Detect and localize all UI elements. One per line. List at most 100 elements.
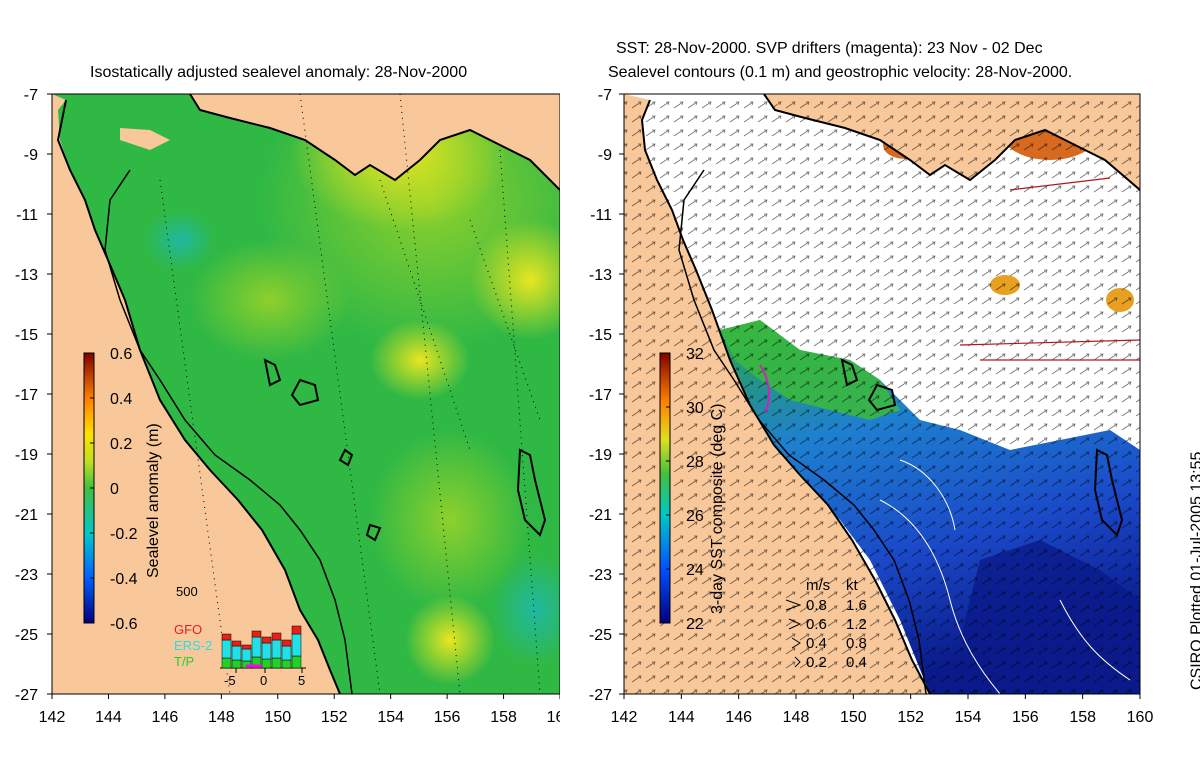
histogram-bar [271, 632, 282, 641]
histogram-legend-tp: T/P [174, 654, 194, 669]
histogram-bar [291, 625, 302, 635]
latitude-axis-right: -7 -9 -11 -13 -15 -17 -19 -21 -23 -25 -27 [589, 87, 624, 704]
lon-tick-label: 156 [434, 709, 461, 726]
lon-tick-label: 158 [1069, 709, 1096, 726]
histogram-bar [281, 639, 292, 647]
lat-tick-label: -21 [589, 507, 612, 524]
altimeter-track [299, 94, 381, 694]
lon-tick-label: 156 [1012, 709, 1039, 726]
right-map: -7-9-11-13-15-17-19-21-23-25-27 142 144 14… [589, 87, 1154, 726]
lat-tick-label: -11 [590, 207, 612, 224]
histogram-bar [261, 642, 272, 660]
colorbar-tick-label: 0 [110, 481, 119, 498]
shelf-isobath [104, 169, 353, 694]
altimeter-track [499, 149, 541, 694]
lat-tick-label: -23 [15, 567, 38, 584]
velocity-legend-kt: 1.6 [846, 597, 867, 614]
sealevel-contour [899, 459, 956, 531]
lat-tick-label: -17 [15, 387, 38, 404]
sst-colorbar-ticks: 32 30 28 26 24 22 [666, 346, 704, 633]
sst-colorbar [659, 352, 671, 624]
lon-tick-label: 148 [783, 709, 810, 726]
lat-tick-label: -19 [15, 447, 38, 464]
lat-tick-label: -15 [15, 327, 38, 344]
anomaly-cyan-patch [490, 555, 560, 665]
colorbar-tick-label: 26 [686, 508, 704, 525]
land-papua-tail [120, 128, 170, 150]
lat-tick-label: -15 [589, 327, 612, 344]
lat-tick-label: -21 [15, 507, 38, 524]
histogram-bar [231, 640, 242, 647]
lat-tick-label: -19 [589, 447, 612, 464]
histogram-bar [231, 659, 242, 669]
velocity-legend-arrow [794, 656, 801, 668]
velocity-legend-header-ms: m/s [806, 577, 830, 594]
lon-tick-label: 146 [725, 709, 752, 726]
histogram-bar [221, 633, 232, 641]
velocity-legend: m/s kt 0.8 1.6 0.6 1.2 0.4 0.8 0.2 0.4 [785, 577, 867, 671]
velocity-legend-arrow [788, 618, 802, 630]
lat-tick-label: -7 [598, 87, 612, 104]
altimeter-histogram-inset: 500 GFO ERS-2 T/P -5 0 5 [174, 584, 306, 688]
plot-credit: CSIRO Plotted 01-Jul-2005 13:55 [1188, 451, 1200, 690]
velocity-legend-arrow [785, 599, 802, 611]
anomaly-yellow-patch [405, 595, 495, 685]
lat-tick-label: -9 [24, 147, 38, 164]
island [338, 448, 354, 467]
lon-tick-label: 144 [668, 709, 695, 726]
lat-tick-label: -11 [16, 207, 38, 224]
colorbar-tick-label: 30 [686, 400, 704, 417]
longitude-axis-right: 142 144 146 148 150 152 154 156 158 160 [611, 694, 1154, 726]
colorbar-tick-label: -0.6 [110, 616, 138, 633]
longitude-axis-left: 142 144 146 148 150 152 154 156 158 160 [39, 694, 560, 726]
lon-tick-label: 154 [955, 709, 982, 726]
lon-tick-label: 148 [208, 709, 235, 726]
island [1093, 448, 1124, 537]
lon-tick-label: 150 [840, 709, 867, 726]
colorbar-tick-label: 0.4 [110, 391, 132, 408]
histogram-bar [271, 657, 282, 669]
histogram-bar [241, 644, 252, 650]
altimeter-track [159, 179, 231, 694]
land-new-guinea [52, 94, 560, 190]
left-panel-title: Isostatically adjusted sealevel anomaly:… [90, 64, 468, 81]
lat-tick-label: -25 [589, 627, 612, 644]
velocity-legend-arrow [791, 637, 801, 649]
histogram-bar [281, 645, 292, 661]
velocity-vector [959, 339, 1140, 346]
lat-tick-label: -27 [15, 687, 38, 704]
coastline [189, 94, 560, 191]
right-panel-title-line2: Sealevel contours (0.1 m) and geostrophi… [608, 64, 1073, 81]
lon-tick-label: 158 [490, 709, 517, 726]
land-australia [52, 94, 340, 694]
lat-tick-label: -27 [589, 687, 612, 704]
histogram-bar [241, 648, 252, 662]
histogram-bar [291, 633, 302, 657]
velocity-legend-kt: 0.4 [846, 654, 867, 671]
anomaly-yellow-patch [470, 220, 560, 340]
histogram-bar [221, 657, 232, 669]
sst-colorbar-label: 3-day SST composite (deg C) [709, 404, 726, 614]
sealevel-contour [879, 499, 1001, 694]
histogram-legend-ers2: ERS-2 [174, 638, 212, 653]
lat-tick-label: -7 [24, 87, 38, 104]
colorbar-tick-label: 32 [686, 346, 704, 363]
histogram-bar [251, 636, 262, 658]
velocity-legend-kt: 1.2 [846, 616, 867, 633]
drifter-track [759, 364, 771, 413]
lon-tick-label: 160 [1127, 709, 1154, 726]
coastline [640, 99, 931, 694]
island [840, 358, 859, 387]
anomaly-yellow-patch [370, 320, 470, 400]
sealevel-contour [1059, 599, 1131, 681]
lon-tick-label: 152 [321, 709, 348, 726]
lon-tick-label: 154 [377, 709, 404, 726]
colorbar-tick-label: 0.6 [110, 346, 132, 363]
histogram-bar [261, 658, 272, 669]
velocity-legend-ms: 0.8 [806, 597, 827, 614]
island [867, 383, 897, 412]
velocity-legend-ms: 0.4 [806, 635, 827, 652]
histogram-bar [231, 645, 242, 661]
histogram-xtick: -5 [224, 673, 236, 688]
island [516, 448, 547, 537]
